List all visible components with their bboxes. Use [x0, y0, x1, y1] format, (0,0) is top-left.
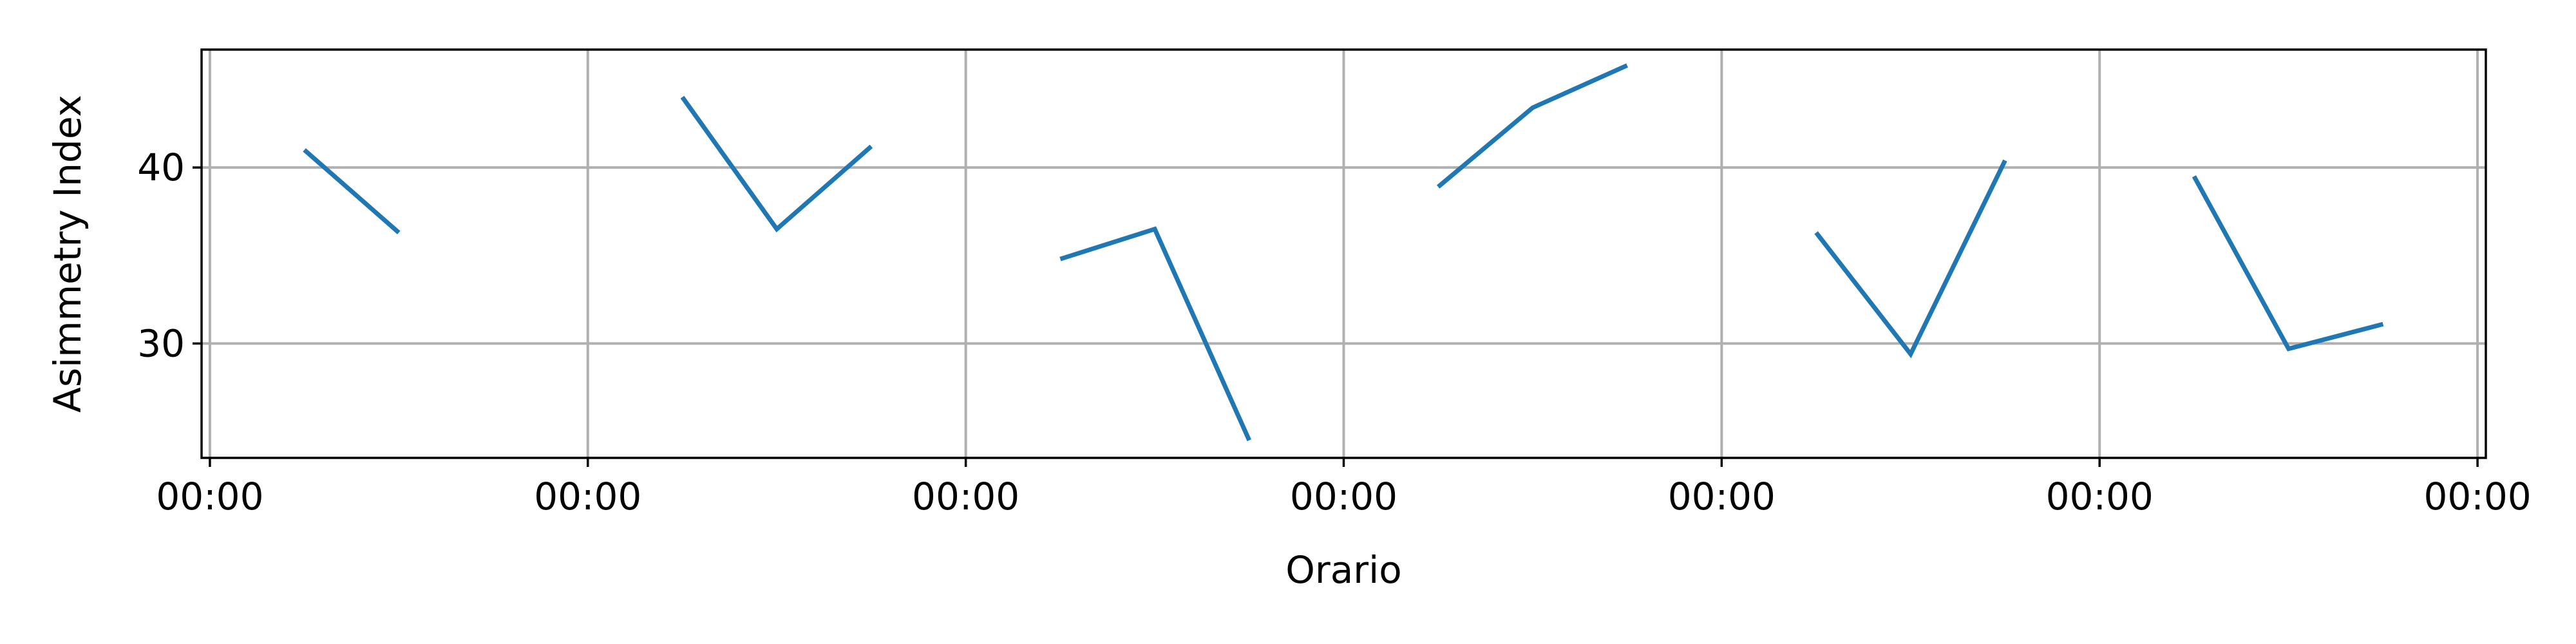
x-tick-label: 00:00	[2046, 475, 2154, 518]
x-tick-label: 00:00	[912, 475, 1019, 518]
y-tick-label: 30	[137, 321, 185, 365]
series-line-segment	[1814, 159, 2007, 359]
grid-lines	[202, 50, 2486, 458]
series-line-segment	[680, 95, 873, 232]
series-line-segment	[1436, 63, 1629, 189]
x-tick-label: 00:00	[156, 475, 263, 518]
series-lines	[303, 63, 2384, 442]
x-tick-label: 00:00	[1290, 475, 1397, 518]
series-line-segment	[303, 148, 401, 234]
x-tick-label: 00:00	[534, 475, 641, 518]
axis-ticks: 00:00 00:00 00:00 00:00 00:00 00:00 00:00 30 40	[137, 146, 2531, 518]
series-line-segment	[2192, 175, 2384, 352]
y-tick-label: 40	[137, 146, 185, 189]
x-axis-label: Orario	[1285, 548, 1402, 592]
x-tick-label: 00:00	[2424, 475, 2532, 518]
y-axis-label: Asimmetry Index	[46, 95, 90, 413]
series-line-segment	[1059, 226, 1251, 442]
x-tick-label: 00:00	[1668, 475, 1776, 518]
